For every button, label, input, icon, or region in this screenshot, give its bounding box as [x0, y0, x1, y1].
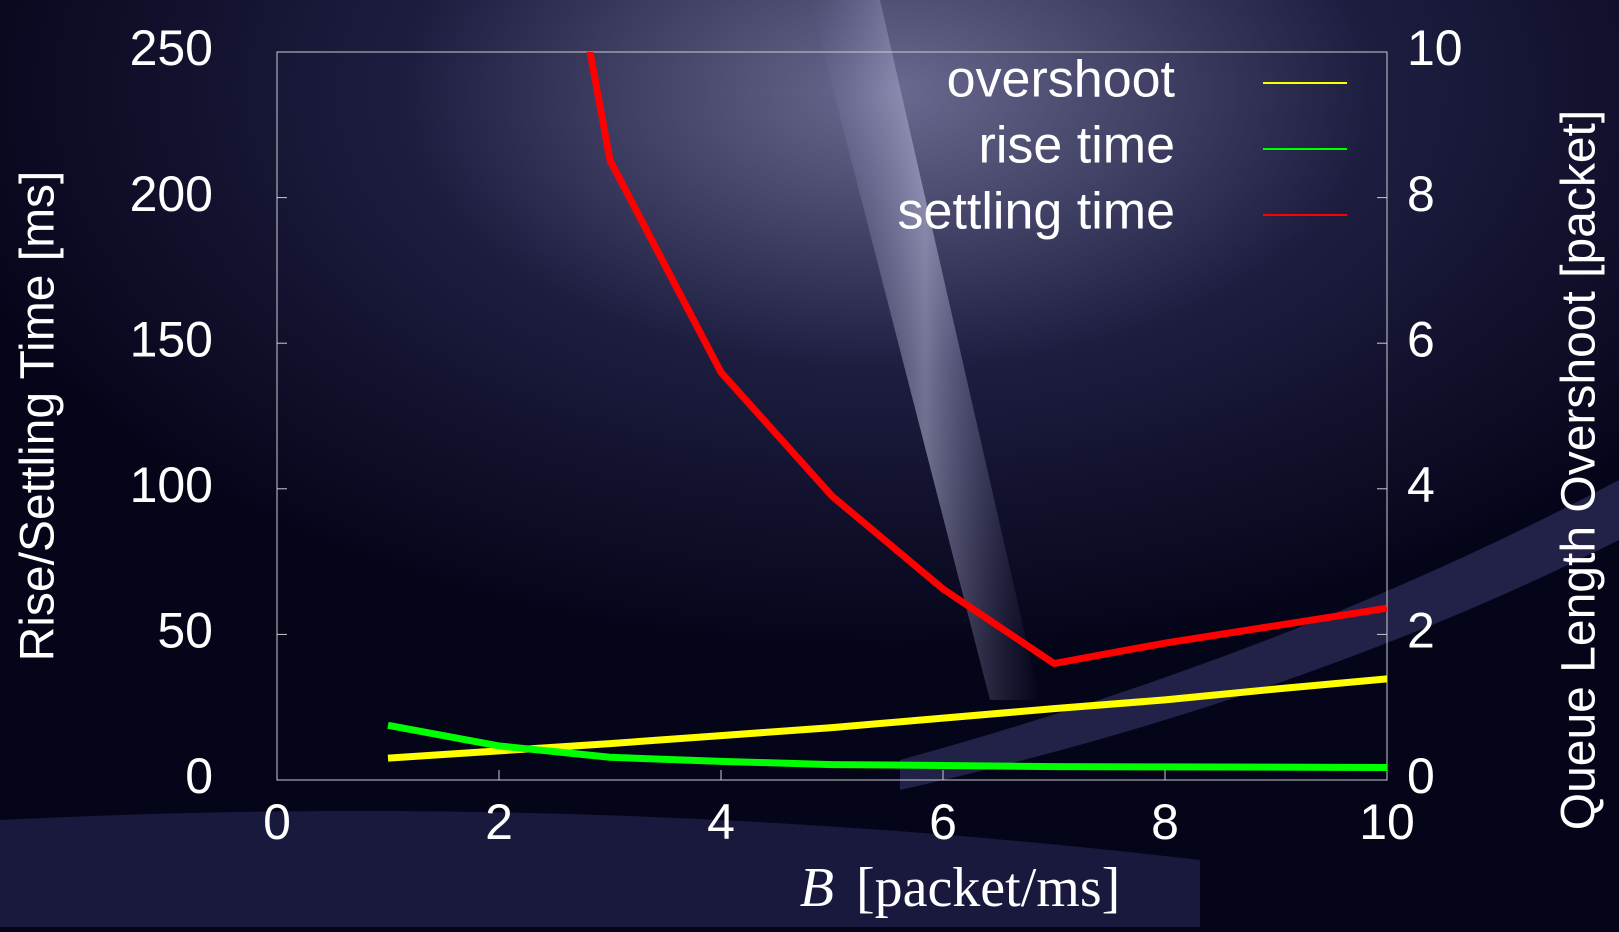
page: {"chart_data": {"type": "line", "x_label… — [0, 0, 1619, 927]
y2-tick-label: 8 — [1407, 166, 1435, 222]
y-tick-label: 250 — [130, 20, 213, 76]
x-tick-label: 8 — [1151, 794, 1179, 850]
y2-tick-label: 6 — [1407, 311, 1435, 367]
y2-tick-label: 10 — [1407, 20, 1463, 76]
legend-label: settling time — [898, 183, 1175, 241]
x-tick-label: 2 — [485, 794, 513, 850]
background — [0, 0, 1619, 927]
x-tick-label: 6 — [929, 794, 957, 850]
y2-tick-label: 2 — [1407, 603, 1435, 659]
x-tick-label: 0 — [263, 794, 291, 850]
x-axis-unit: [packet/ms] — [856, 857, 1120, 919]
y-axis-title: Rise/Settling Time [ms] — [12, 171, 65, 662]
legend-label: overshoot — [947, 51, 1176, 109]
y-tick-label: 200 — [130, 166, 213, 222]
y-tick-label: 100 — [130, 457, 213, 513]
y2-tick-label: 0 — [1407, 748, 1435, 804]
chart: Rise/Settling Time [ms] Queue Length Ove… — [0, 0, 1619, 927]
y-tick-label: 150 — [130, 311, 213, 367]
legend-label: rise time — [979, 117, 1175, 175]
y2-tick-label: 4 — [1407, 457, 1435, 513]
x-tick-label: 4 — [707, 794, 735, 850]
y2-axis-title: Queue Length Overshoot [packet] — [1553, 110, 1606, 830]
y-tick-label: 50 — [157, 603, 213, 659]
x-axis-symbol: B — [800, 857, 834, 919]
y-tick-label: 0 — [185, 748, 213, 804]
